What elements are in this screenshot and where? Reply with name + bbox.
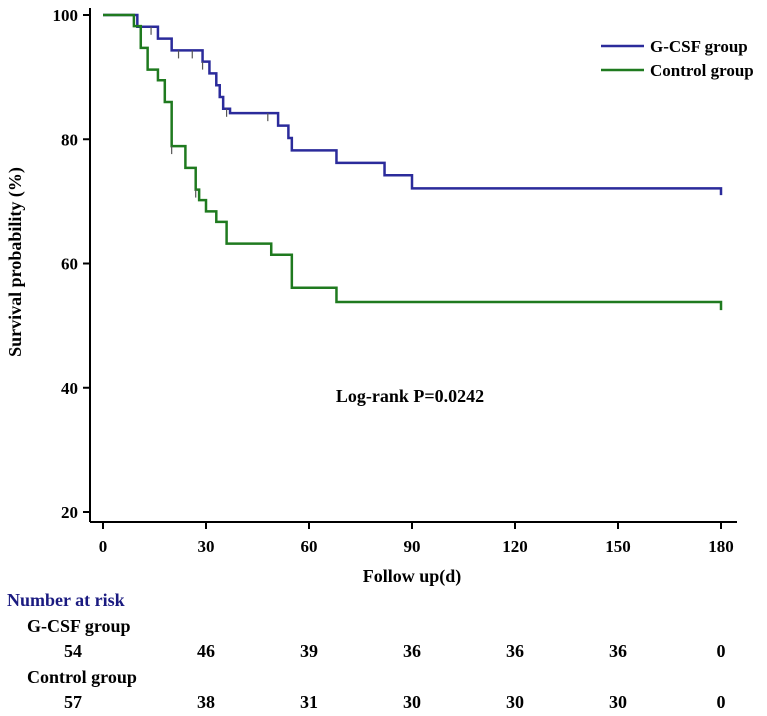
- risk-group-name-control: Control group: [27, 667, 137, 687]
- y-axis-label: Survival probability (%): [5, 167, 26, 357]
- y-tick-label: 40: [61, 379, 78, 398]
- y-tick-label: 60: [61, 255, 78, 274]
- risk-value-gcsf: 0: [716, 641, 726, 661]
- x-tick-label: 150: [605, 537, 631, 556]
- risk-value-control: 38: [197, 692, 215, 712]
- risk-value-gcsf: 36: [609, 641, 627, 661]
- risk-value-gcsf: 36: [506, 641, 524, 661]
- risk-value-control: 30: [609, 692, 627, 712]
- x-tick-label: 90: [404, 537, 421, 556]
- risk-value-gcsf: 36: [403, 641, 421, 661]
- risk-value-gcsf: 46: [197, 641, 215, 661]
- legend-label-control: Control group: [650, 61, 754, 80]
- y-tick-label: 100: [53, 6, 79, 25]
- risk-value-control: 30: [403, 692, 421, 712]
- legend-label-gcsf: G-CSF group: [650, 37, 748, 56]
- survival-chart: 0 30 60 90 120 150 180 20 40 60 80 100 G-CSF group C…: [5, 6, 754, 587]
- risk-value-gcsf: 54: [64, 641, 82, 661]
- logrank-annotation: Log-rank P=0.0242: [336, 386, 484, 406]
- risk-group-name-gcsf: G-CSF group: [27, 616, 131, 636]
- x-tick-label: 30: [198, 537, 215, 556]
- risk-table-title: Number at risk: [7, 590, 125, 610]
- x-tick-label: 180: [708, 537, 734, 556]
- x-tick-label: 0: [99, 537, 108, 556]
- survival-curve-control: [103, 13, 723, 311]
- x-tick-label: 120: [502, 537, 528, 556]
- risk-value-control: 0: [716, 692, 726, 712]
- risk-value-gcsf: 39: [300, 641, 318, 661]
- x-tick-label: 60: [301, 537, 318, 556]
- risk-value-control: 57: [64, 692, 82, 712]
- risk-value-control: 30: [506, 692, 524, 712]
- y-tick-label: 80: [61, 130, 78, 149]
- risk-value-control: 31: [300, 692, 318, 712]
- y-tick-label: 20: [61, 503, 78, 522]
- x-axis-label: Follow up(d): [363, 566, 462, 587]
- survival-curve-gcsf: [103, 13, 723, 196]
